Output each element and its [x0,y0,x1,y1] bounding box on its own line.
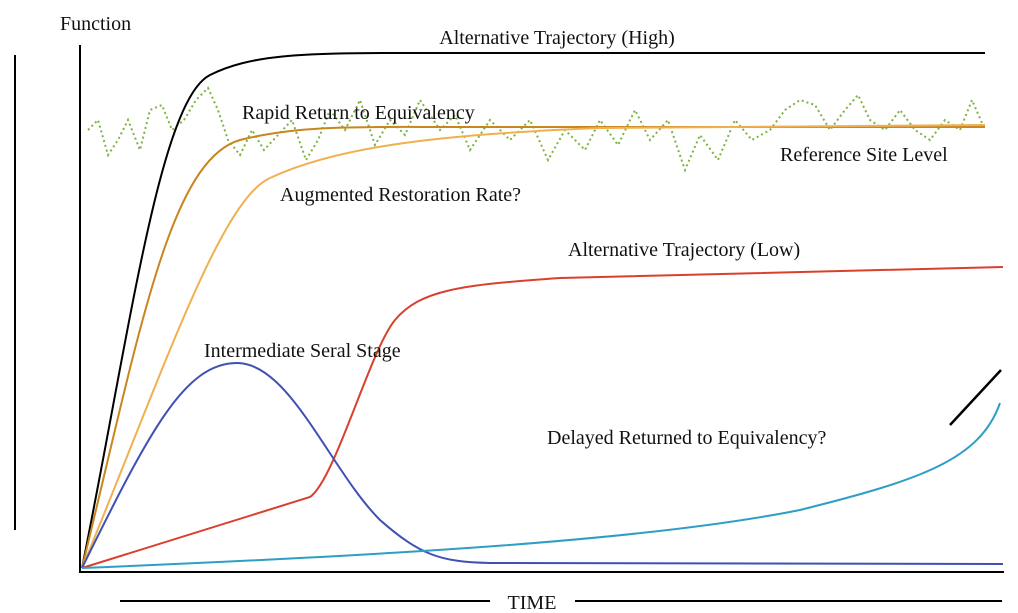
rapid-curve [81,125,985,569]
curve-label: Alternative Trajectory (High) [439,27,675,49]
curve-label: Intermediate Seral Stage [204,340,401,362]
seral-curve [81,361,1004,569]
curve-label: Delayed Returned to Equivalency? [547,427,826,449]
curve-label: Augmented Restoration Rate? [280,184,521,206]
delayed-curve [81,402,1001,569]
high-curve [81,52,985,569]
curve-label: Reference Site Level [780,144,948,166]
curve-label: Rapid Return to Equivalency [242,102,475,124]
y-axis-label: Function [60,13,131,35]
low-curve [81,266,1004,569]
delayed-arrow [949,369,1002,426]
augmented-curve [81,124,986,569]
reference-curve [87,86,986,173]
x-axis-label: TIME [508,592,557,613]
curve-label: Alternative Trajectory (Low) [568,239,800,261]
